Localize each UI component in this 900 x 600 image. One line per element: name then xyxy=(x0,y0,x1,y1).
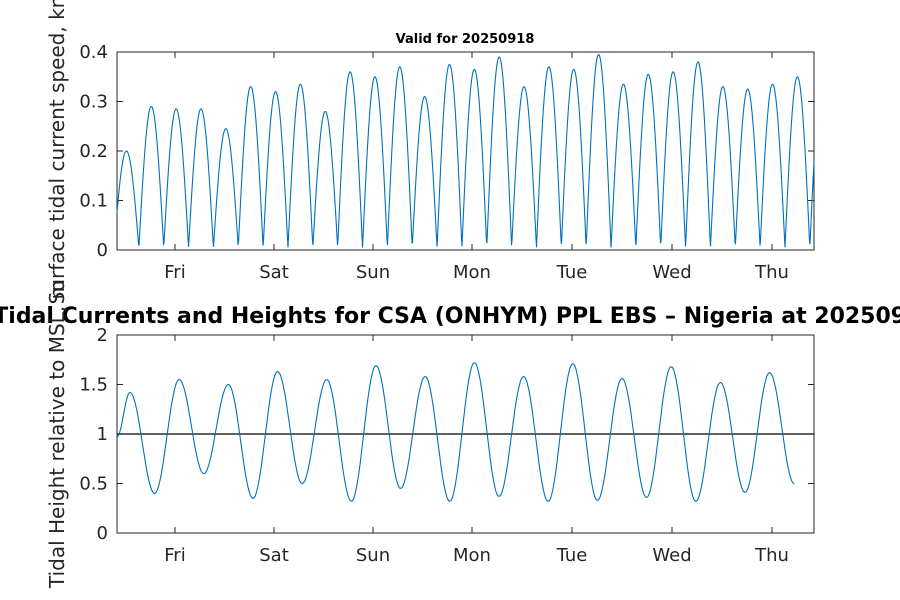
x-tick-label-thu: Thu xyxy=(754,262,789,283)
x-tick-label-thu: Thu xyxy=(754,545,789,566)
current-speed-chart: Valid for 20250918 Surface tidal current… xyxy=(45,0,815,304)
y-tick-label: 0.1 xyxy=(79,191,108,212)
y-tick-label: 0 xyxy=(97,523,108,544)
top-plot-area xyxy=(116,51,815,251)
x-tick-label-wed: Wed xyxy=(652,545,691,566)
series-line-current-speed xyxy=(116,53,815,248)
y-tick-label: 0.5 xyxy=(79,474,108,495)
bottom-series xyxy=(116,362,814,502)
x-tick-label-sun: Sun xyxy=(356,262,390,283)
y-tick-label: 0.4 xyxy=(79,42,108,63)
x-tick-label-wed: Wed xyxy=(652,262,691,283)
y-tick-label: 0.2 xyxy=(79,141,108,162)
bottom-chart-ylabel: Tidal Height relative to MSL, m xyxy=(45,280,69,589)
top-chart-ylabel: Surface tidal current speed, kn xyxy=(45,0,69,304)
top-x-ticks: Fri Sat Sun Mon Tue Wed Thu xyxy=(164,52,789,283)
bottom-chart-title: Tidal Currents and Heights for CSA (ONHY… xyxy=(0,304,900,329)
x-tick-label-tue: Tue xyxy=(556,262,588,283)
bottom-x-ticks: Fri Sat Sun Mon Tue Wed Thu xyxy=(164,335,789,566)
x-tick-label-fri: Fri xyxy=(164,262,185,283)
tidal-height-chart: Tidal Currents and Heights for CSA (ONHY… xyxy=(0,280,900,589)
x-tick-label-sat: Sat xyxy=(259,262,289,283)
x-tick-label-sat: Sat xyxy=(259,545,289,566)
y-tick-label: 1.5 xyxy=(79,375,108,396)
x-tick-label-sun: Sun xyxy=(356,545,390,566)
top-series xyxy=(116,53,815,248)
x-tick-label-fri: Fri xyxy=(164,545,185,566)
series-line-tidal-height xyxy=(116,362,795,502)
top-y-ticks: 0 0.1 0.2 0.3 0.4 xyxy=(79,42,814,261)
x-tick-label-tue: Tue xyxy=(556,545,588,566)
x-tick-label-mon: Mon xyxy=(453,262,491,283)
y-tick-label: 1 xyxy=(97,424,108,445)
top-chart-title: Valid for 20250918 xyxy=(396,32,535,47)
x-tick-label-mon: Mon xyxy=(453,545,491,566)
bottom-y-ticks: 0 0.5 1 1.5 2 xyxy=(79,325,814,544)
y-tick-label: 0 xyxy=(97,240,108,261)
y-tick-label: 0.3 xyxy=(79,92,108,113)
y-tick-label: 2 xyxy=(97,325,108,346)
